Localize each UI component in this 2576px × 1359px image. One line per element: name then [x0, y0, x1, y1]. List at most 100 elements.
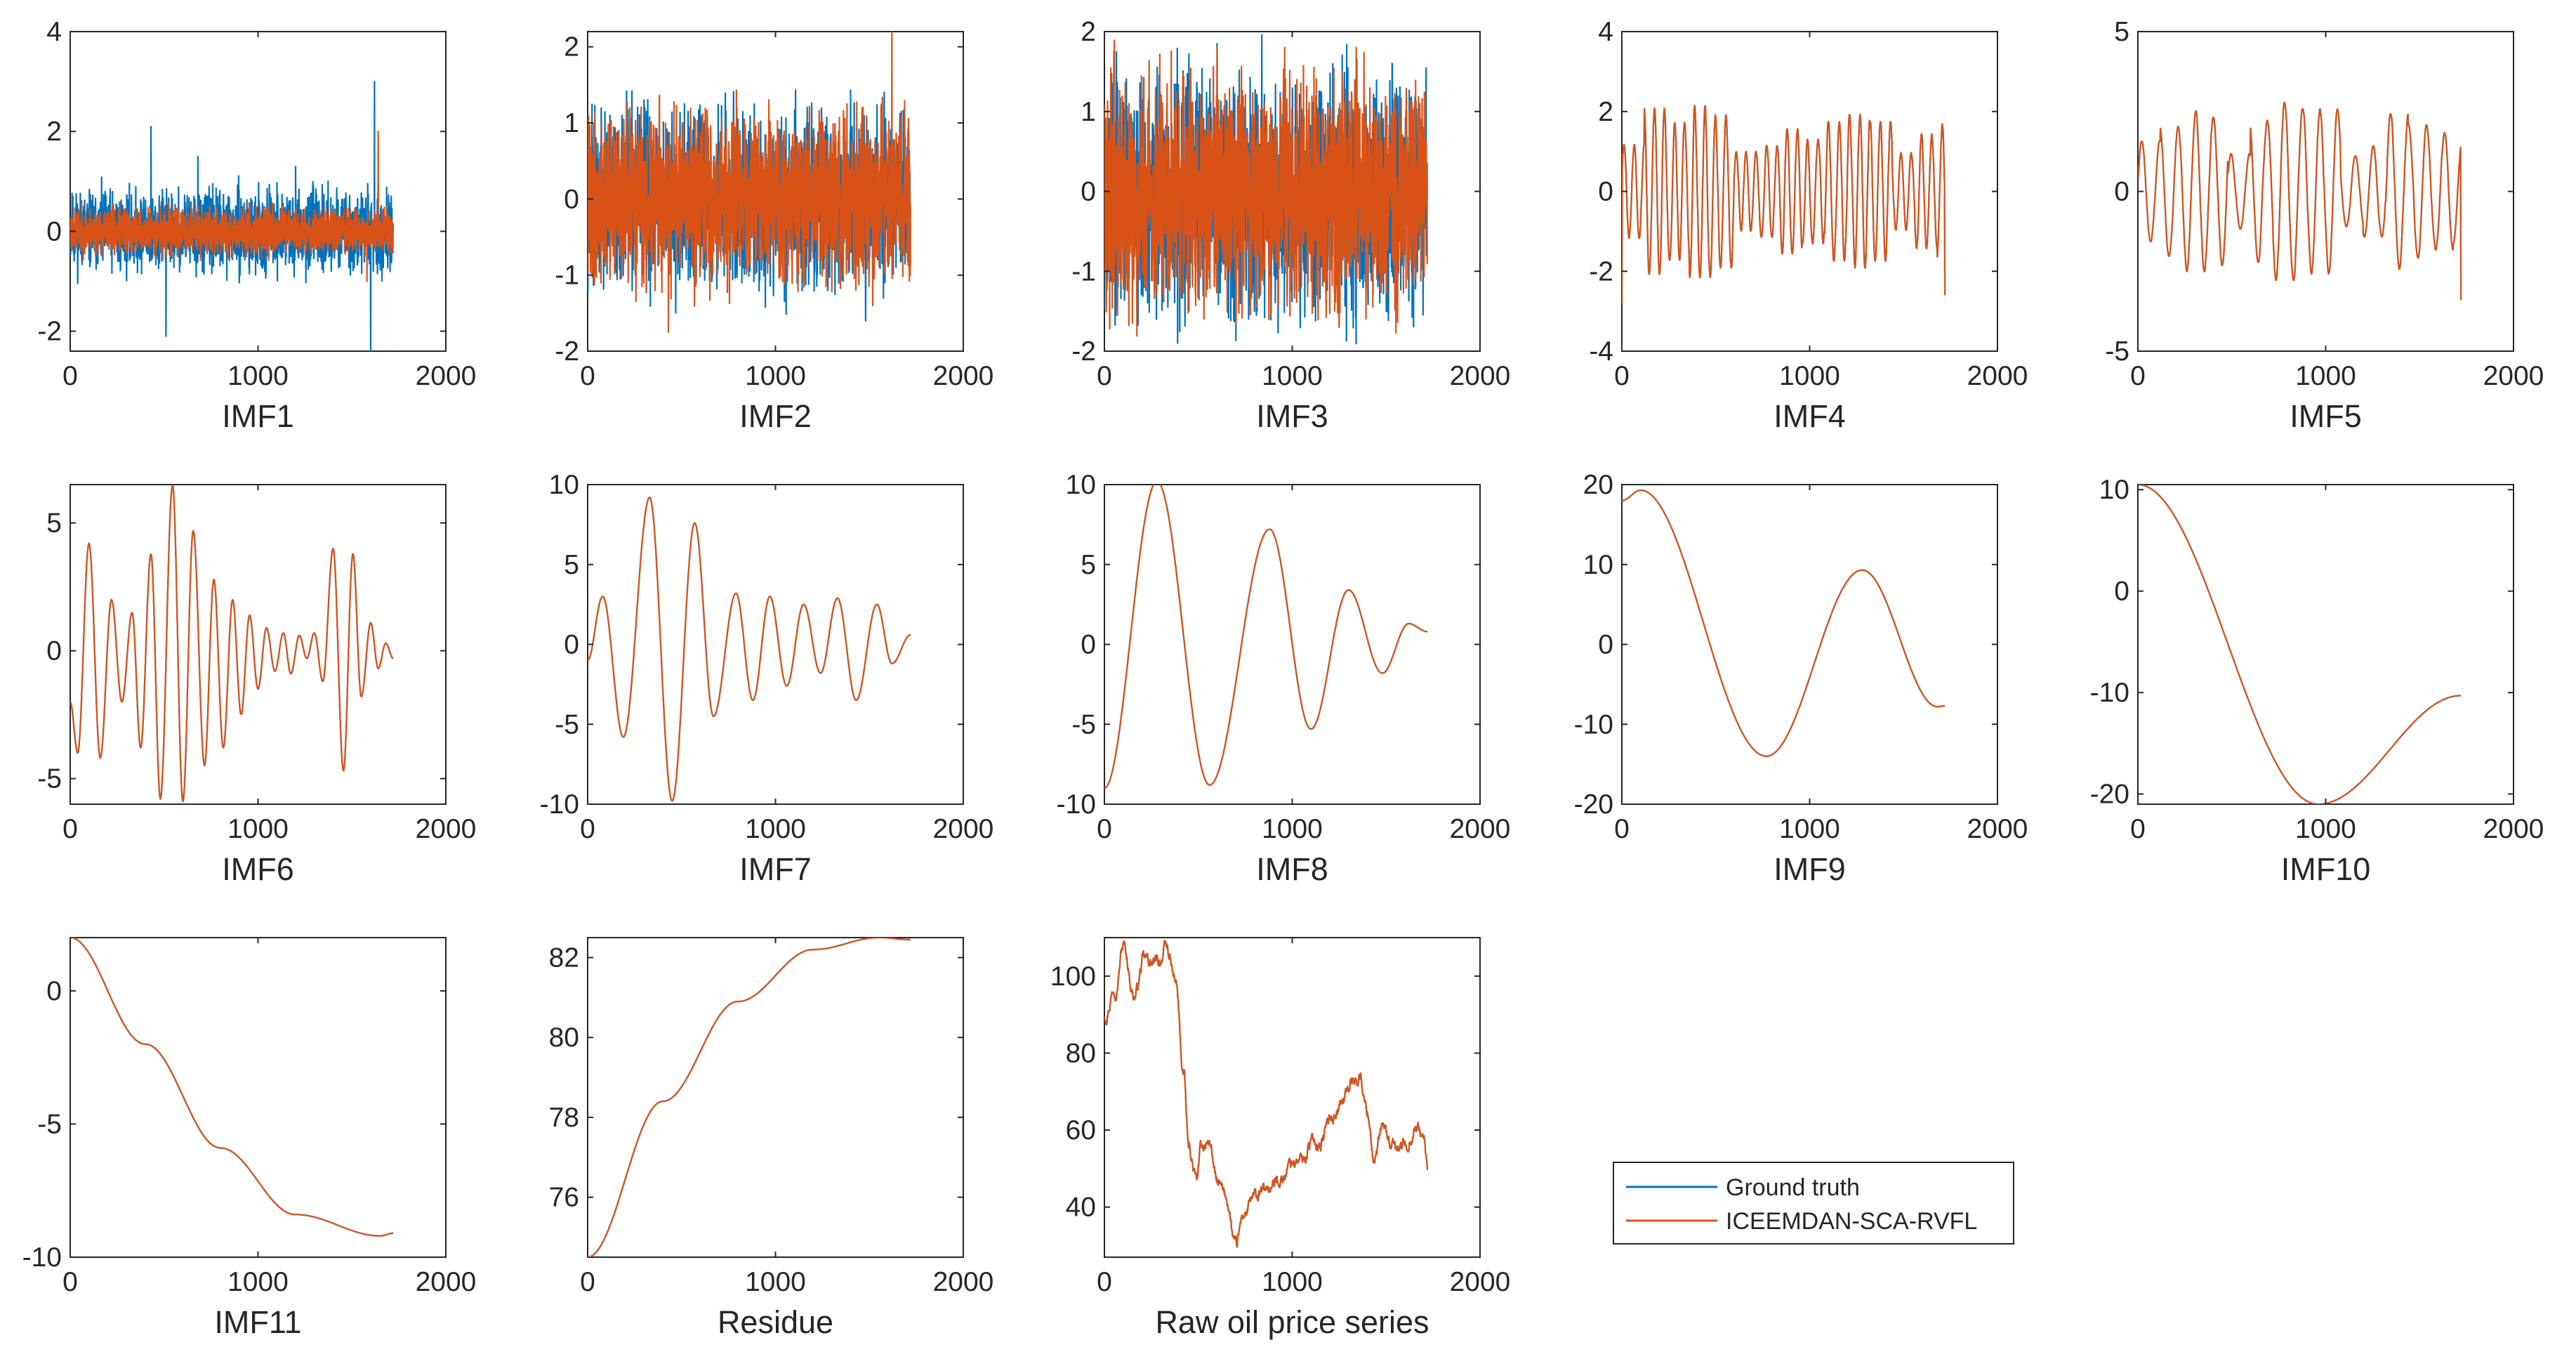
y-tick-label: -4: [1589, 336, 1613, 367]
y-tick-label: 0: [1081, 630, 1096, 660]
x-tick-label: 2000: [416, 361, 477, 391]
series-group-imf2: [588, 32, 911, 333]
y-tick-label: 5: [2114, 17, 2129, 47]
panel-title-imf10: IMF10: [2281, 851, 2371, 887]
panel-title-imf8: IMF8: [1256, 851, 1328, 887]
y-tick-label: -5: [37, 764, 62, 794]
y-tick-label: 0: [46, 216, 62, 247]
series-group-imf8: [1104, 485, 1428, 789]
panel-title-imf1: IMF1: [222, 398, 294, 434]
y-tick-label: 0: [2114, 177, 2129, 207]
x-tick-label: 1000: [1779, 361, 1840, 391]
x-tick-label: 2000: [1967, 814, 2028, 844]
subplot-residue: 0 1000 2000 76 78 80 82 Residue: [549, 937, 993, 1340]
subplot-imf10: 0 1000 2000 -20 -10 0 10 IMF10: [2090, 475, 2544, 887]
series-line-iceemdan-sca-rvfl: [70, 131, 394, 282]
y-tick-label: -1: [555, 261, 579, 291]
x-tick-label: 0: [2130, 814, 2146, 844]
y-tick-label: 5: [46, 508, 62, 539]
y-tick-label: 100: [1050, 961, 1096, 992]
x-tick-label: 1000: [227, 361, 289, 391]
y-tick-label: 0: [564, 184, 579, 214]
x-tick-label: 2000: [1967, 361, 2028, 391]
y-tick-label: 10: [2099, 475, 2129, 505]
x-tick-label: 0: [1097, 361, 1112, 391]
series-line-iceemdan-sca-rvfl: [1622, 105, 1946, 303]
x-tick-label: 1000: [2295, 361, 2356, 391]
y-tick-label: -10: [540, 789, 579, 820]
series-group-imf10: [2138, 485, 2462, 804]
y-tick-label: 78: [549, 1103, 579, 1133]
axes-imf11: [70, 937, 447, 1258]
x-tick-label: 1000: [745, 814, 806, 844]
axes-residue: [587, 937, 964, 1258]
y-tick-label: -5: [2105, 336, 2129, 367]
y-tick-label: -10: [22, 1242, 62, 1273]
y-tick-label: -2: [1589, 256, 1613, 287]
y-tick-label: 5: [1081, 550, 1096, 580]
series-line-iceemdan-sca-rvfl: [1104, 39, 1428, 337]
y-tick-label: 10: [1583, 550, 1613, 580]
y-tick-label: -10: [1574, 709, 1613, 740]
series-line-iceemdan-sca-rvfl: [1104, 485, 1428, 789]
x-tick-label: 0: [62, 361, 78, 391]
y-tick-label: 40: [1066, 1193, 1096, 1223]
y-tick-label: -10: [2090, 678, 2129, 708]
x-tick-label: 2000: [2483, 361, 2544, 391]
y-tick-label: -2: [555, 336, 579, 367]
x-tick-label: 0: [1097, 1267, 1112, 1297]
subplot-imf4: 0 1000 2000 -4 -2 0 2 4 IMF4: [1589, 17, 2028, 434]
y-tick-label: 76: [549, 1183, 579, 1213]
series-group-raw-oil-price-series: [1104, 940, 1429, 1248]
series-line-iceemdan-sca-rvfl: [1622, 489, 1946, 757]
x-tick-label: 0: [580, 361, 595, 391]
series-line-iceemdan-sca-rvfl: [588, 938, 911, 1257]
panel-title-imf3: IMF3: [1256, 398, 1328, 434]
x-tick-label: 2000: [416, 1267, 477, 1297]
subplot-raw-oil-price-series: 0 1000 2000 40 60 80 100 Raw oil price series: [1050, 937, 1511, 1340]
subplot-imf11: 0 1000 2000 -10 -5 0 IMF11: [22, 937, 477, 1340]
y-tick-label: 4: [1598, 17, 1613, 47]
x-tick-label: 2000: [1450, 361, 1511, 391]
y-tick-label: -1: [1071, 256, 1096, 287]
y-tick-label: 1: [564, 108, 579, 138]
x-tick-label: 1000: [1262, 361, 1323, 391]
y-tick-label: -5: [555, 709, 579, 740]
subplot-imf8: 0 1000 2000 -10 -5 0 5 10 IMF8: [1057, 470, 1511, 887]
y-tick-label: 2: [1081, 17, 1096, 47]
x-tick-label: 2000: [416, 814, 477, 844]
series-line-iceemdan-sca-rvfl: [588, 32, 911, 333]
series-group-imf7: [588, 497, 911, 802]
legend-box: [1613, 1162, 2014, 1245]
x-tick-label: 0: [1614, 361, 1630, 391]
subplot-imf9: 0 1000 2000 -20 -10 0 10 20 IMF9: [1574, 470, 2028, 887]
series-line-iceemdan-sca-rvfl: [70, 938, 394, 1237]
x-tick-label: 1000: [2295, 814, 2356, 844]
series-group-imf11: [70, 938, 394, 1237]
x-tick-label: 2000: [1450, 1267, 1511, 1297]
axes-imf10: [2137, 484, 2514, 805]
series-line-iceemdan-sca-rvfl: [70, 485, 394, 803]
x-tick-label: 1000: [1262, 1267, 1323, 1297]
y-tick-label: 0: [564, 630, 579, 660]
legend-label-iceemdan-sca-rvfl: ICEEMDAN-SCA-RVFL: [1726, 1208, 1977, 1235]
x-tick-label: 1000: [227, 1267, 289, 1297]
y-tick-label: 60: [1066, 1115, 1096, 1145]
y-tick-label: 80: [1066, 1038, 1096, 1068]
panel-title-imf2: IMF2: [739, 398, 812, 434]
y-tick-label: 80: [549, 1023, 579, 1053]
series-group-imf9: [1622, 489, 1946, 757]
y-tick-label: -5: [1071, 709, 1096, 740]
subplot-imf2: 0 1000 2000 -2 -1 0 1 2 IMF2: [555, 31, 993, 434]
panel-title-residue: Residue: [718, 1304, 833, 1340]
x-tick-label: 2000: [1450, 814, 1511, 844]
panel-title-raw-oil-price-series: Raw oil price series: [1155, 1304, 1429, 1340]
panel-title-imf9: IMF9: [1774, 851, 1846, 887]
x-tick-label: 0: [1614, 814, 1630, 844]
series-group-imf1: [70, 81, 394, 351]
series-group-imf6: [70, 485, 394, 803]
